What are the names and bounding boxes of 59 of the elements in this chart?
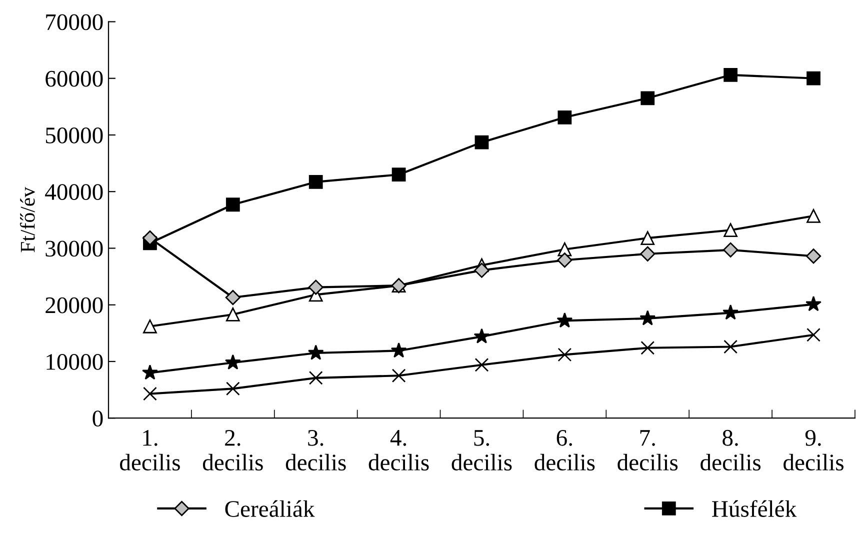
point xyxy=(640,340,655,355)
point xyxy=(308,175,323,189)
point xyxy=(474,358,489,372)
point xyxy=(143,319,157,334)
point xyxy=(557,252,572,268)
y-tick-label: 10000 xyxy=(46,354,103,370)
y-tick-label: 50000 xyxy=(46,127,103,144)
point xyxy=(308,370,323,385)
y-tick-label: 40000 xyxy=(45,184,103,200)
point xyxy=(640,310,656,326)
point xyxy=(558,110,572,124)
point xyxy=(390,342,407,358)
x-tick-label: 6. decilis xyxy=(534,430,595,471)
point xyxy=(806,248,822,264)
legend-label: Cereáliák xyxy=(225,500,315,517)
point xyxy=(556,312,573,328)
point xyxy=(474,262,490,278)
point xyxy=(142,364,158,380)
point xyxy=(558,348,572,362)
point xyxy=(640,246,656,262)
y-tick-label: 70000 xyxy=(46,14,103,30)
x-tick-label: 3. decilis xyxy=(286,430,346,471)
y-axis-title: Ft/fő/év xyxy=(20,186,35,252)
point xyxy=(225,290,240,306)
point xyxy=(226,382,240,396)
x-tick-label: 2. decilis xyxy=(202,430,263,471)
x-tick-label: 8. decilis xyxy=(700,430,761,471)
x-tick-label: 5. decilis xyxy=(452,430,512,471)
point xyxy=(806,296,822,312)
point xyxy=(806,209,820,223)
y-tick-label: 30000 xyxy=(46,240,103,257)
point xyxy=(640,231,655,245)
point xyxy=(308,344,324,360)
point xyxy=(224,354,241,370)
point xyxy=(308,280,324,295)
x-tick-label: 7. decilis xyxy=(618,430,678,471)
y-tick-label: 20000 xyxy=(46,297,103,314)
x-tick-label: 1. decilis xyxy=(120,430,180,471)
point xyxy=(806,328,820,342)
point xyxy=(724,340,738,354)
point xyxy=(806,71,820,86)
point xyxy=(474,328,490,344)
point xyxy=(724,68,738,82)
y-tick-label: 0 xyxy=(92,410,103,427)
x-tick-label: 4. decilis xyxy=(368,430,429,471)
point xyxy=(474,135,489,150)
point xyxy=(722,242,738,258)
point xyxy=(143,386,157,401)
point xyxy=(724,223,738,238)
point xyxy=(226,198,240,212)
point xyxy=(142,230,158,246)
point xyxy=(722,304,739,320)
point xyxy=(226,308,240,322)
point xyxy=(392,368,406,383)
legend-label: Húsfélék xyxy=(712,500,797,517)
point xyxy=(392,168,406,182)
x-tick-label: 9. decilis xyxy=(784,430,844,471)
y-tick-label: 60000 xyxy=(46,70,103,87)
point xyxy=(640,91,655,106)
